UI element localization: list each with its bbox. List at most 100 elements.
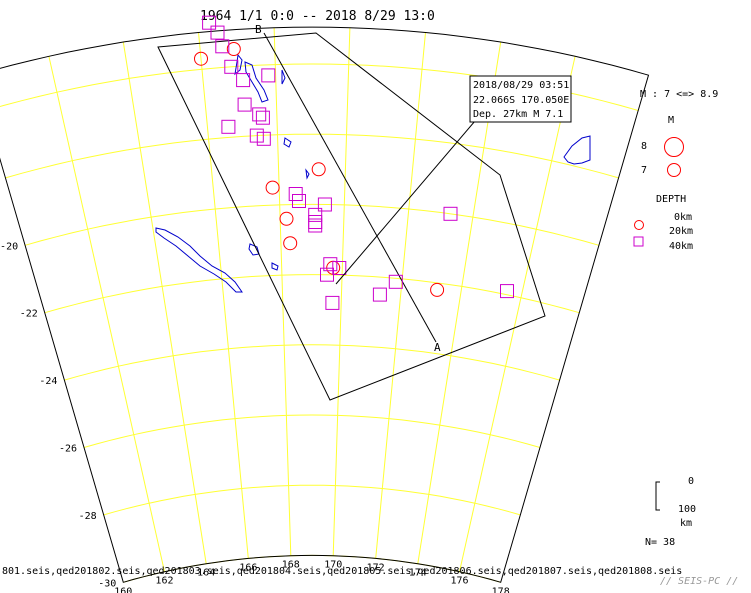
cross-section-line <box>263 32 437 343</box>
latitude-gridline <box>64 344 560 381</box>
event-square[interactable] <box>317 197 332 212</box>
legend-mag-7-label: 7 <box>641 165 647 176</box>
longitude-label: 174 <box>409 568 427 579</box>
legend-mag-8-circle <box>664 137 684 157</box>
event-square[interactable] <box>320 267 334 282</box>
longitude-label: 162 <box>155 576 173 587</box>
seis-pc-brand: // SEIS-PC // <box>660 576 738 587</box>
event-circle[interactable] <box>194 51 208 66</box>
depth-scale-top: 0 <box>688 476 694 487</box>
latitude-label: -30 <box>98 578 116 589</box>
legend-depth-0-marker <box>634 220 644 230</box>
event-circle[interactable] <box>226 42 241 56</box>
event-square[interactable] <box>323 257 338 272</box>
coastline <box>283 137 292 148</box>
legend-depth-title: DEPTH <box>656 194 686 205</box>
cross-section-box <box>157 32 546 401</box>
info-coords: 22.066S 170.050E <box>473 95 569 106</box>
latitude-gridline <box>83 414 541 448</box>
event-square[interactable] <box>388 274 403 289</box>
event-square[interactable] <box>372 287 387 302</box>
legend-depth-40-label: 40km <box>669 241 693 252</box>
event-square[interactable] <box>308 207 323 222</box>
event-square[interactable] <box>443 206 458 221</box>
event-square[interactable] <box>252 107 267 122</box>
event-circle[interactable] <box>279 211 294 226</box>
legend-depth-20-label: 20km <box>669 226 693 237</box>
map-title: 1964 1/1 0:0 -- 2018 8/29 13:0 <box>200 9 435 24</box>
longitude-label: 176 <box>451 576 469 587</box>
event-square[interactable] <box>255 110 270 125</box>
coastline <box>271 262 279 271</box>
longitude-label: 164 <box>197 568 215 579</box>
event-count: N= 38 <box>645 537 675 548</box>
event-square[interactable] <box>256 131 271 146</box>
latitude-label: -26 <box>59 444 77 455</box>
info-leader-line <box>335 120 476 285</box>
coastline <box>563 135 591 165</box>
event-circle[interactable] <box>430 282 445 297</box>
event-circle[interactable] <box>283 236 298 251</box>
footer-file-list: 801.seis,qed201802.seis,qed201803.seis,q… <box>2 566 682 577</box>
event-square[interactable] <box>221 119 236 134</box>
longitude-label: 172 <box>367 562 385 573</box>
event-square[interactable] <box>215 39 230 54</box>
info-depth-mag: Dep. 27km M 7.1 <box>473 109 563 120</box>
coastline <box>234 53 243 76</box>
legend: M : 7 <=> 8.9 M 8 7 DEPTH 0km 20km 40km <box>633 89 718 252</box>
latitude-labels: -16-18-20-22-24-26-28-30 <box>0 241 116 589</box>
latitude-gridline <box>44 274 580 314</box>
longitude-gridline <box>459 56 576 572</box>
latitude-gridline <box>24 203 600 246</box>
latitude-label: -20 <box>0 241 18 252</box>
depth-scale: 0 100 km <box>655 476 696 529</box>
latitude-label: -22 <box>20 309 38 320</box>
event-square[interactable] <box>202 15 217 30</box>
latitude-label: -24 <box>39 376 57 387</box>
event-square[interactable] <box>261 68 276 83</box>
longitude-gridline <box>273 27 292 556</box>
longitude-gridline <box>332 27 351 556</box>
section-end-label: B <box>255 23 262 36</box>
event-square[interactable] <box>292 194 306 208</box>
latitude-gridline <box>5 133 619 179</box>
legend-depth-0-label: 0km <box>674 212 692 223</box>
event-square[interactable] <box>236 73 251 88</box>
event-square[interactable] <box>224 59 239 74</box>
legend-mag-title: M <box>668 115 674 126</box>
coastline <box>281 69 286 85</box>
depth-scale-bar <box>655 481 660 511</box>
longitude-gridline <box>417 41 502 564</box>
depth-scale-bottom: 100 <box>678 504 696 515</box>
latitude-label: -28 <box>79 511 97 522</box>
event-circle[interactable] <box>311 162 326 177</box>
info-datetime: 2018/08/29 03:51 <box>473 80 569 91</box>
longitude-label: 178 <box>492 586 510 593</box>
legend-depth-40-marker <box>633 236 644 247</box>
coastline <box>155 227 243 293</box>
coastline <box>244 61 269 103</box>
depth-scale-unit: km <box>680 518 692 529</box>
event-square[interactable] <box>308 215 323 229</box>
coastline <box>305 168 310 180</box>
longitude-gridline <box>198 32 249 559</box>
event-square[interactable] <box>237 97 252 112</box>
longitude-label: 160 <box>114 586 132 593</box>
section-start-label: A <box>434 341 441 354</box>
coastline <box>248 243 260 256</box>
event-square[interactable] <box>210 25 225 40</box>
longitude-label: 168 <box>282 560 300 571</box>
event-circle[interactable] <box>265 180 280 195</box>
legend-mag-range: M : 7 <=> 8.9 <box>640 89 718 100</box>
map-frame <box>0 26 650 583</box>
event-square[interactable] <box>325 295 340 310</box>
event-square[interactable] <box>308 218 323 233</box>
longitude-label: 166 <box>239 562 257 573</box>
event-square[interactable] <box>500 284 514 299</box>
graticule <box>0 27 639 583</box>
latitude-gridline <box>103 484 521 516</box>
longitude-gridline <box>375 32 426 559</box>
longitude-gridline <box>122 41 207 564</box>
legend-mag-8-label: 8 <box>641 141 647 152</box>
